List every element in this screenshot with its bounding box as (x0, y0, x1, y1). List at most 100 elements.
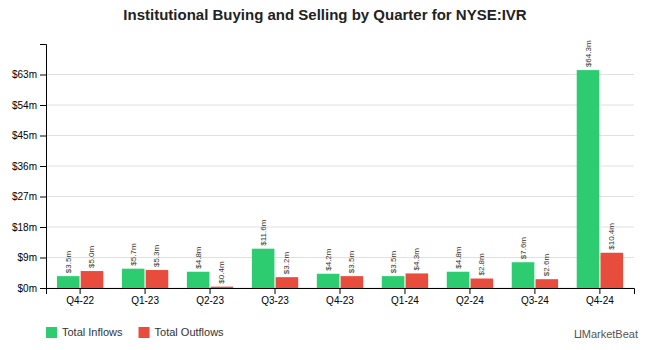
data-labels: $3.5m $5.7m $4.8m $11.6m $4.2m $3.5m $4.8m $7.6… (64, 40, 617, 284)
x-tick-mark (534, 288, 535, 294)
x-axis-line (47, 289, 635, 295)
bar (276, 277, 299, 288)
y-tick-label: $45m (12, 130, 37, 141)
x-tick-label: Q4-24 (586, 295, 614, 306)
x-tick-label: Q2-24 (456, 295, 484, 306)
y-tick-label: $27m (12, 191, 37, 202)
data-label: $3.5m (389, 251, 398, 274)
x-tick-mark (599, 288, 600, 294)
data-label: $5.7m (129, 243, 138, 266)
bar (536, 279, 559, 288)
bar (146, 270, 169, 288)
data-label: $10.4m (607, 223, 616, 250)
title: Institutional Buying and Selling by Quar… (123, 6, 527, 23)
legend-label: Total Outflows (155, 326, 225, 338)
legend-swatch (46, 327, 57, 338)
x-tick: Q2-23 (196, 288, 224, 306)
x-tick-label: Q2-23 (196, 295, 224, 306)
grid (46, 75, 634, 289)
y-tick-label: $9m (18, 252, 37, 263)
grid-line (46, 166, 634, 167)
data-label: $4.8m (454, 246, 463, 269)
x-tick-label: Q1-23 (131, 295, 159, 306)
x-tick-mark (80, 288, 81, 294)
y-tick: $9m (18, 252, 46, 263)
y-tick-mark (40, 75, 46, 76)
data-label: $2.6m (542, 254, 551, 277)
legend: Total Inflows Total Outflows (46, 326, 224, 338)
x-tick-label: Q4-23 (326, 295, 354, 306)
x-tick-label: Q3-24 (521, 295, 549, 306)
y-tick-label: $63m (12, 69, 37, 80)
y-tick-mark (40, 105, 46, 106)
data-label: $4.2m (324, 248, 333, 271)
y-tick-mark (40, 166, 46, 167)
y-tick-mark (40, 258, 46, 259)
y-tick-label: $54m (12, 100, 37, 111)
annotation: ⨿​MarketBeat (574, 328, 638, 340)
data-label: $2.8m (477, 253, 486, 276)
y-axis: $0m $9m $18m $27m $36m $45m $54m $63m (12, 45, 47, 294)
x-tick: Q3-24 (521, 288, 549, 306)
bar (57, 276, 80, 288)
bar (81, 271, 104, 288)
bar (341, 276, 364, 288)
grid-line (46, 135, 634, 136)
x-tick-mark (404, 288, 405, 294)
x-axis: Q4-22 Q1-23 Q2-23 Q3-23 Q4-23 Q1-24 Q2-24 Q3-24… (47, 288, 635, 306)
x-tick-label: Q3-23 (261, 295, 289, 306)
legend-label: Total Inflows (62, 326, 123, 338)
grid-line (46, 227, 634, 228)
bar (600, 253, 623, 288)
y-axis-line (40, 45, 47, 289)
x-tick: Q3-23 (261, 288, 289, 306)
y-tick-mark (40, 288, 46, 289)
y-tick-mark (40, 197, 46, 198)
y-tick-label: $18m (12, 222, 37, 233)
bar (122, 269, 145, 288)
y-tick-label: $36m (12, 161, 37, 172)
bar (577, 70, 600, 288)
y-tick: $63m (12, 69, 46, 80)
y-tick: $0m (18, 283, 46, 294)
x-tick-label: Q1-24 (391, 295, 419, 306)
bars (57, 70, 623, 288)
bar (447, 272, 470, 288)
x-tick: Q1-24 (391, 288, 419, 306)
x-tick-mark (210, 288, 211, 294)
data-label: $3.2m (282, 252, 291, 275)
bar (406, 273, 429, 288)
y-tick: $36m (12, 161, 46, 172)
x-tick: Q4-23 (326, 288, 354, 306)
x-tick-mark (469, 288, 470, 294)
x-tick-mark (275, 288, 276, 294)
x-tick: Q2-24 (456, 288, 484, 306)
grid-line (46, 74, 634, 75)
bar (512, 262, 535, 288)
data-label: $3.5m (64, 251, 73, 274)
y-tick: $54m (12, 100, 46, 111)
data-label: $4.8m (194, 246, 203, 269)
x-tick: Q4-24 (586, 288, 614, 306)
x-tick-mark (340, 288, 341, 294)
data-label: $7.6m (519, 237, 528, 260)
y-tick-mark (40, 227, 46, 228)
data-label: $0.4m (217, 261, 226, 284)
data-label: $64.3m (584, 40, 593, 67)
y-tick: $27m (12, 191, 46, 202)
x-tick: Q4-22 (66, 288, 94, 306)
bar (252, 249, 275, 288)
grid-line (46, 196, 634, 197)
x-tick-mark (145, 288, 146, 294)
y-tick-label: $0m (18, 283, 37, 294)
bar (382, 276, 405, 288)
bar (471, 279, 494, 288)
plot: $0m $9m $18m $27m $36m $45m $54m $63m Q4-22 Q1-23… (12, 40, 635, 306)
y-tick: $18m (12, 222, 46, 233)
data-label: $11.6m (259, 219, 268, 245)
data-label: $4.3m (412, 248, 421, 271)
bar (317, 274, 340, 288)
data-label: $3.5m (347, 251, 356, 274)
x-tick-label: Q4-22 (66, 295, 94, 306)
chart: $0m $9m $18m $27m $36m $45m $54m $63m Q4-22 Q1-23… (0, 0, 650, 350)
